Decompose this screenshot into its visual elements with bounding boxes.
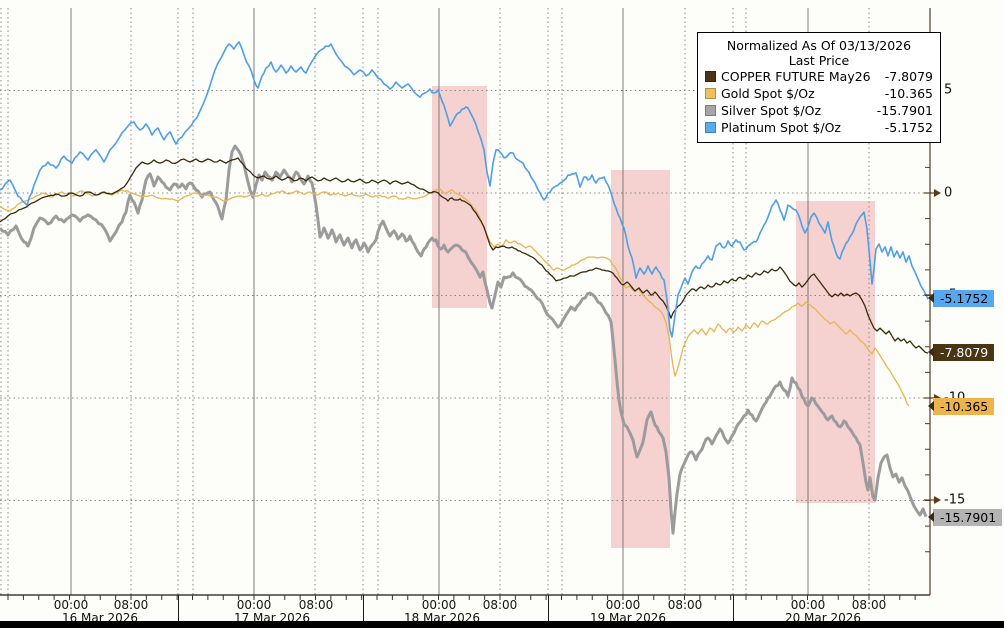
series-line-silver-spot-oz bbox=[0, 144, 928, 535]
y-axis-label-0: 0 bbox=[944, 185, 953, 201]
badge-notch-icon bbox=[928, 347, 934, 357]
series-line-gold-spot-oz bbox=[0, 188, 910, 407]
time-label: 08:00 bbox=[851, 598, 887, 612]
time-label: 00:00 bbox=[605, 598, 641, 612]
bottom-bar bbox=[0, 621, 1004, 628]
series-line-copper-future-may26 bbox=[0, 157, 929, 354]
chart-legend: Normalized As Of 03/13/2026 Last Price C… bbox=[697, 32, 941, 143]
legend-item-1: Gold Spot $/Oz -10.365 bbox=[705, 85, 933, 102]
y-axis-arrow-icon bbox=[934, 496, 941, 504]
legend-item-label: Silver Spot $/Oz bbox=[721, 103, 822, 118]
badge-notch-icon bbox=[928, 512, 934, 522]
highlight-region-2 bbox=[611, 170, 670, 548]
badge-notch-icon bbox=[928, 293, 934, 303]
time-label: 00:00 bbox=[53, 598, 89, 612]
legend-subtitle: Last Price bbox=[788, 53, 850, 68]
y-axis-arrow-icon bbox=[934, 189, 941, 197]
legend-item-label: Platinum Spot $/Oz bbox=[721, 120, 841, 135]
day-separator bbox=[363, 595, 364, 621]
legend-title: Normalized As Of 03/13/2026 bbox=[726, 38, 912, 53]
legend-item-value: -15.7901 bbox=[876, 103, 933, 118]
legend-swatch-icon bbox=[705, 122, 716, 133]
day-separator bbox=[178, 595, 179, 621]
time-label: 08:00 bbox=[667, 598, 703, 612]
y-axis-label-5: 5 bbox=[944, 82, 953, 98]
legend-item-value: -10.365 bbox=[884, 86, 933, 101]
legend-swatch-icon bbox=[705, 88, 716, 99]
y-axis-label--15: -15 bbox=[944, 492, 966, 508]
time-label: 00:00 bbox=[236, 598, 272, 612]
time-label: 00:00 bbox=[421, 598, 457, 612]
time-label: 08:00 bbox=[113, 598, 149, 612]
legend-item-label: COPPER FUTURE May26 bbox=[721, 69, 871, 84]
legend-swatch-icon bbox=[705, 71, 716, 82]
legend-item-0: COPPER FUTURE May26 -7.8079 bbox=[705, 68, 933, 85]
badge-notch-icon bbox=[928, 401, 934, 411]
time-label: 00:00 bbox=[790, 598, 826, 612]
legend-item-value: -5.1752 bbox=[884, 120, 933, 135]
time-label: 08:00 bbox=[482, 598, 518, 612]
legend-item-label: Gold Spot $/Oz bbox=[721, 86, 815, 101]
price-badge--5.1752: -5.1752 bbox=[928, 289, 995, 307]
series-line-platinum-spot-oz bbox=[0, 41, 929, 338]
time-label: 08:00 bbox=[298, 598, 334, 612]
day-separator bbox=[733, 595, 734, 621]
legend-item-2: Silver Spot $/Oz -15.7901 bbox=[705, 102, 933, 119]
price-badge--10.365: -10.365 bbox=[928, 397, 995, 415]
legend-item-value: -7.8079 bbox=[884, 69, 933, 84]
legend-swatch-icon bbox=[705, 105, 716, 116]
price-badge--15.7901: -15.7901 bbox=[928, 508, 1003, 526]
legend-item-3: Platinum Spot $/Oz -5.1752 bbox=[705, 119, 933, 136]
price-badge--7.8079: -7.8079 bbox=[928, 343, 995, 361]
day-separator bbox=[548, 595, 549, 621]
